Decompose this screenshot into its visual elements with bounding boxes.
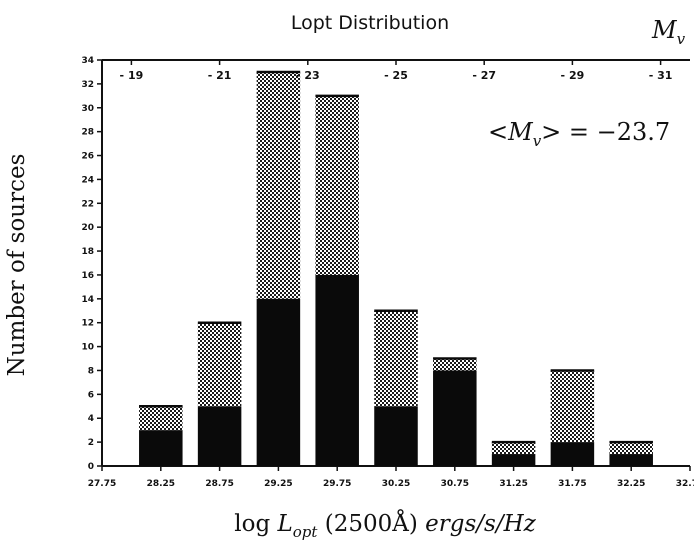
y-tick-label: 30 bbox=[81, 104, 94, 114]
x-tick-label: 27.75 bbox=[88, 479, 116, 489]
top-tick-label: - 19 bbox=[120, 69, 144, 82]
y-tick-label: 24 bbox=[81, 175, 94, 185]
bar-hatched-31.25 bbox=[491, 442, 536, 455]
y-tick-label: 18 bbox=[81, 247, 94, 257]
bar-solid-32.25 bbox=[609, 454, 653, 466]
x-tick-label: 32.25 bbox=[617, 479, 645, 489]
y-tick-label: 16 bbox=[81, 271, 94, 281]
y-tick-label: 22 bbox=[81, 199, 94, 209]
bar-hatched-30.75 bbox=[433, 358, 477, 371]
top-tick-label: - 21 bbox=[208, 69, 232, 82]
bar-hatched-31.75 bbox=[550, 370, 595, 443]
top-tick-label: - 27 bbox=[472, 69, 496, 82]
top-tick-label: - 25 bbox=[384, 69, 408, 82]
bar-hatched-32.25 bbox=[609, 442, 653, 455]
x-tick-label: 31.25 bbox=[499, 479, 527, 489]
x-tick-label: 30.25 bbox=[382, 479, 410, 489]
x-tick-label: 31.75 bbox=[558, 479, 586, 489]
top-tick-label: - 29 bbox=[561, 69, 585, 82]
bar-hatched-28.25 bbox=[139, 406, 183, 431]
y-tick-label: 6 bbox=[88, 390, 94, 400]
bar-hatched-29.75 bbox=[315, 95, 359, 275]
top-axis-label: Mv bbox=[651, 16, 686, 48]
bar-solid-28.75 bbox=[197, 406, 242, 466]
x-axis-label: log Lopt (2500Å) ergs/s/Hz bbox=[234, 509, 536, 541]
bar-hatched-28.75 bbox=[197, 322, 242, 407]
y-tick-label: 4 bbox=[88, 414, 94, 424]
y-tick-label: 8 bbox=[88, 366, 94, 376]
y-tick-label: 20 bbox=[81, 223, 94, 233]
bar-solid-31.25 bbox=[491, 454, 536, 466]
top-axis-ticks: - 19 - 21 - 23 - 25 - 27 - 29 - 31 bbox=[120, 60, 673, 82]
top-tick-label: - 23 bbox=[296, 69, 320, 82]
y-tick-label: 0 bbox=[88, 462, 94, 472]
y-axis-label: Number of sources bbox=[4, 154, 30, 377]
y-tick-label: 14 bbox=[81, 295, 94, 305]
x-tick-label: 29.25 bbox=[264, 479, 292, 489]
x-ticks: 27.75 28.25 28.75 29.25 29.75 30.25 30.75 31.25… bbox=[88, 466, 694, 489]
x-tick-label: 29.75 bbox=[323, 479, 351, 489]
chart-title: Lopt Distribution bbox=[291, 12, 449, 34]
x-tick-label: 32.75 bbox=[676, 479, 694, 489]
y-tick-label: 2 bbox=[88, 438, 94, 448]
y-tick-label: 32 bbox=[81, 80, 94, 90]
top-tick-label: - 31 bbox=[649, 69, 673, 82]
bar-solid-29.75 bbox=[315, 274, 359, 466]
bar-solid-30.75 bbox=[433, 370, 477, 466]
x-tick-label: 30.75 bbox=[441, 479, 469, 489]
bar-solid-30.25 bbox=[374, 406, 418, 466]
y-tick-label: 34 bbox=[81, 56, 94, 66]
bar-solid-31.75 bbox=[550, 442, 595, 466]
bar-hatched-30.25 bbox=[374, 310, 418, 407]
bar-solid-29.25 bbox=[256, 298, 301, 466]
y-tick-label: 28 bbox=[81, 128, 94, 138]
y-tick-label: 12 bbox=[81, 319, 94, 329]
mean-magnitude-annotation: <Mv> = −23.7 bbox=[488, 118, 670, 150]
bar-hatched-29.25 bbox=[256, 71, 301, 299]
y-tick-label: 26 bbox=[81, 152, 94, 162]
x-tick-label: 28.25 bbox=[147, 479, 175, 489]
y-tick-label: 10 bbox=[81, 343, 94, 353]
bars bbox=[139, 70, 653, 466]
x-tick-label: 28.75 bbox=[205, 479, 233, 489]
bar-solid-28.25 bbox=[139, 430, 183, 466]
